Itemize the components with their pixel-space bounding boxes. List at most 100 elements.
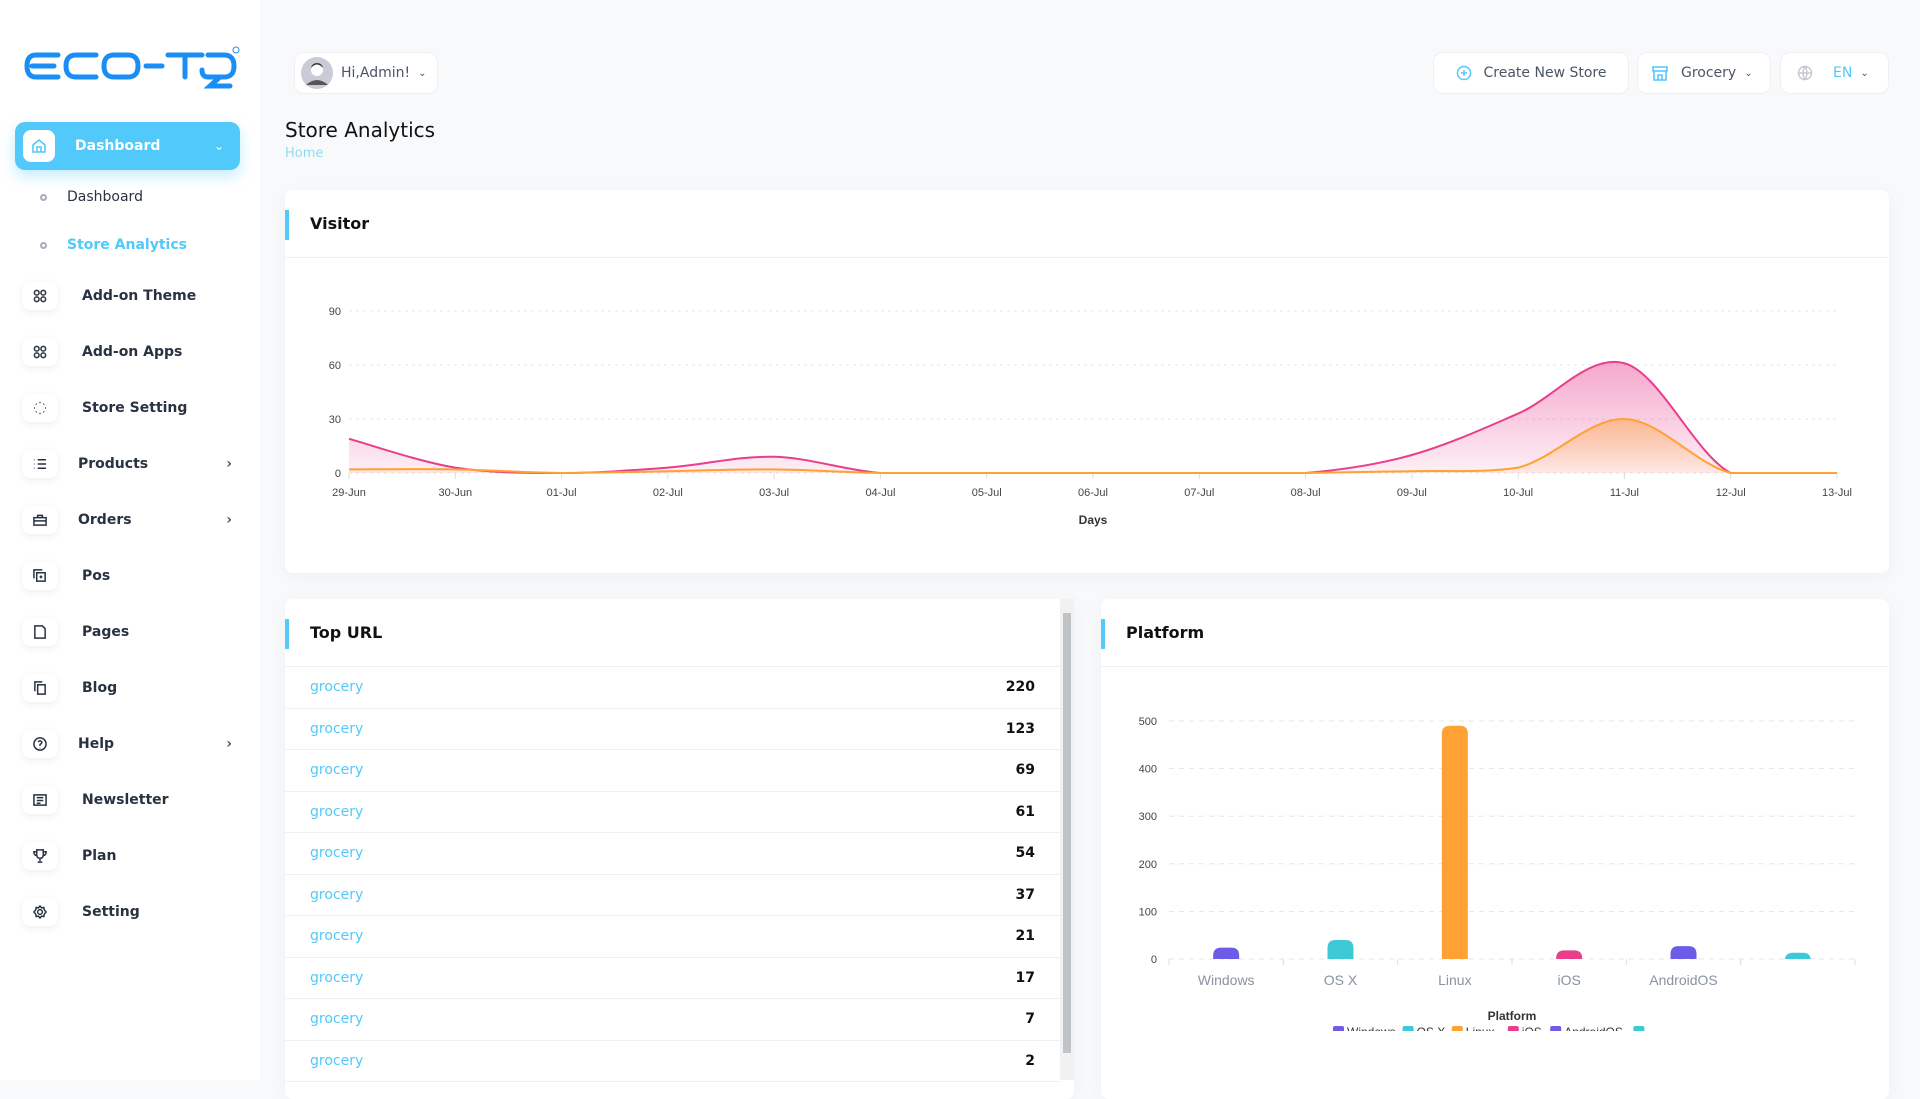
url-link[interactable]: grocery bbox=[310, 886, 364, 903]
list-icon bbox=[22, 450, 58, 478]
sidebar-item-newsletter[interactable]: Newsletter bbox=[22, 782, 232, 818]
x-tick-label: 03-Jul bbox=[759, 487, 789, 499]
x-tick-label: 12-Jul bbox=[1716, 487, 1746, 499]
x-tick-label: OS X bbox=[1324, 972, 1358, 988]
url-link[interactable]: grocery bbox=[310, 1011, 364, 1028]
sidebar-item-plan[interactable]: Plan bbox=[22, 838, 232, 874]
chevron-right-icon: › bbox=[226, 512, 232, 528]
legend-swatch bbox=[1333, 1026, 1344, 1031]
user-menu[interactable]: Hi,Admin! ⌄ bbox=[294, 52, 438, 94]
sidebar-item-add-on-apps[interactable]: Add-on Apps bbox=[22, 334, 232, 370]
chevron-down-icon: ⌄ bbox=[418, 67, 427, 79]
bullet-icon bbox=[40, 193, 47, 201]
sidebar-item-products[interactable]: Products › bbox=[22, 446, 232, 482]
sidebar-item-add-on-theme[interactable]: Add-on Theme bbox=[22, 278, 232, 314]
sidebar-item-setting[interactable]: Setting bbox=[22, 894, 232, 930]
file-icon bbox=[22, 618, 58, 646]
avatar bbox=[301, 57, 333, 89]
store-select[interactable]: Grocery ⌄ bbox=[1637, 52, 1771, 94]
url-link[interactable]: grocery bbox=[310, 845, 364, 862]
url-count: 37 bbox=[1015, 886, 1035, 903]
eco-tq-logo[interactable] bbox=[24, 46, 240, 90]
language-select[interactable]: EN ⌄ bbox=[1780, 52, 1889, 94]
sidebar-item-pos[interactable]: Pos bbox=[22, 558, 232, 594]
x-tick-label: 06-Jul bbox=[1078, 487, 1108, 499]
chevron-down-icon: ⌄ bbox=[213, 139, 224, 153]
url-link[interactable]: grocery bbox=[310, 928, 364, 945]
url-count: 69 bbox=[1015, 762, 1035, 779]
table-row: grocery 21 bbox=[285, 916, 1060, 958]
url-link[interactable]: grocery bbox=[310, 679, 364, 696]
y-tick-label: 0 bbox=[1151, 954, 1157, 966]
sidebar-item-pages[interactable]: Pages bbox=[22, 614, 232, 650]
visitor-card: Visitor 0 30 60 90 29-Jun 30-Jun 01-Jul 02-Jul 0… bbox=[285, 190, 1889, 573]
table-row: grocery 7 bbox=[285, 999, 1060, 1041]
sidebar-item-help[interactable]: Help › bbox=[22, 726, 232, 762]
url-link[interactable]: grocery bbox=[310, 720, 364, 737]
x-tick-label: 02-Jul bbox=[653, 487, 683, 499]
chevron-down-icon: ⌄ bbox=[1744, 67, 1753, 79]
url-link[interactable]: grocery bbox=[310, 762, 364, 779]
platform-card: Platform 0 100 200 300 400 500 Windows OS X Linu… bbox=[1101, 599, 1889, 1099]
y-tick-label: 0 bbox=[335, 468, 341, 480]
series-area-0 bbox=[349, 361, 1837, 473]
x-tick-label: 13-Jul bbox=[1822, 487, 1852, 499]
platform-chart: 0 100 200 300 400 500 Windows OS X Linux iOS Andro… bbox=[1139, 716, 1856, 1031]
table-row: grocery 220 bbox=[285, 667, 1060, 709]
legend-label: Linux bbox=[1466, 1025, 1495, 1031]
bar-other bbox=[1784, 952, 1811, 961]
grid-icon bbox=[22, 282, 58, 310]
table-row: grocery 54 bbox=[285, 833, 1060, 875]
create-new-store-button[interactable]: Create New Store bbox=[1433, 52, 1629, 94]
table-row: grocery 17 bbox=[285, 958, 1060, 999]
url-link[interactable]: grocery bbox=[310, 1052, 364, 1069]
legend-title: Platform bbox=[1488, 1009, 1537, 1023]
url-count: 220 bbox=[1005, 679, 1035, 696]
url-count: 21 bbox=[1015, 928, 1035, 945]
x-tick-label: 11-Jul bbox=[1610, 487, 1639, 499]
loader-icon bbox=[22, 394, 58, 422]
legend-swatch bbox=[1402, 1026, 1414, 1031]
url-count: 61 bbox=[1015, 803, 1035, 820]
table-row: grocery 37 bbox=[285, 875, 1060, 916]
scrollbar-thumb[interactable] bbox=[1063, 613, 1071, 1053]
x-axis-title: Days bbox=[1079, 513, 1108, 527]
sidebar-item-dashboard[interactable]: Dashboard ⌄ bbox=[15, 122, 240, 170]
sidebar-subitem-dashboard[interactable]: Dashboard bbox=[40, 189, 143, 205]
chevron-right-icon: › bbox=[226, 456, 232, 472]
series-line-1 bbox=[348, 417, 1837, 475]
scrollbar[interactable] bbox=[1060, 599, 1074, 1080]
y-tick-label: 500 bbox=[1139, 716, 1157, 728]
table-row: grocery 69 bbox=[285, 750, 1060, 792]
x-tick-label: 08-Jul bbox=[1291, 487, 1321, 499]
bar-linux bbox=[1441, 725, 1468, 959]
x-tick-label: 05-Jul bbox=[972, 487, 1002, 499]
table-row: grocery 61 bbox=[285, 792, 1060, 833]
sidebar-item-orders[interactable]: Orders › bbox=[22, 502, 232, 538]
legend-swatch bbox=[1507, 1026, 1519, 1031]
legend-swatch bbox=[1633, 1026, 1645, 1031]
gear-icon bbox=[22, 898, 58, 926]
bar-ios bbox=[1556, 950, 1583, 959]
x-tick-label: Windows bbox=[1198, 972, 1255, 988]
globe-icon bbox=[1797, 65, 1813, 81]
grid-icon bbox=[22, 338, 58, 366]
table-row: grocery 2 bbox=[285, 1041, 1060, 1082]
chevron-right-icon: › bbox=[226, 736, 232, 752]
url-link[interactable]: grocery bbox=[310, 803, 364, 820]
visitor-chart: 0 30 60 90 29-Jun 30-Jun 01-Jul 02-Jul 03-Jul 04-… bbox=[329, 306, 1852, 527]
card-header: Visitor bbox=[285, 190, 1889, 258]
bullet-icon bbox=[40, 241, 47, 249]
url-count: 17 bbox=[1015, 969, 1035, 986]
plus-circle-icon bbox=[1456, 65, 1471, 81]
breadcrumb-home[interactable]: Home bbox=[285, 146, 324, 161]
copy-icon bbox=[22, 674, 58, 702]
x-tick-label: AndroidOS bbox=[1649, 972, 1717, 988]
x-tick-label: Linux bbox=[1438, 972, 1471, 988]
sidebar-subitem-store-analytics[interactable]: Store Analytics bbox=[40, 237, 187, 253]
sidebar-item-store-setting[interactable]: Store Setting bbox=[22, 390, 232, 426]
url-count: 123 bbox=[1005, 720, 1035, 737]
url-link[interactable]: grocery bbox=[310, 969, 364, 986]
sidebar-item-blog[interactable]: Blog bbox=[22, 670, 232, 706]
chevron-down-icon: ⌄ bbox=[1860, 67, 1869, 79]
